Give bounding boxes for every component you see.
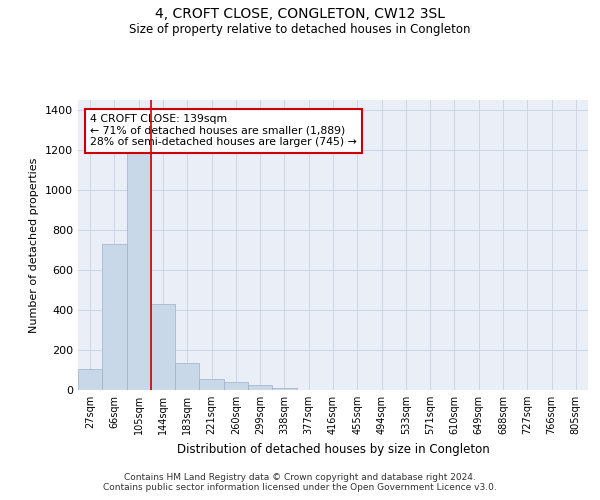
Text: 4 CROFT CLOSE: 139sqm
← 71% of detached houses are smaller (1,889)
28% of semi-d: 4 CROFT CLOSE: 139sqm ← 71% of detached … <box>90 114 357 147</box>
Text: Size of property relative to detached houses in Congleton: Size of property relative to detached ho… <box>129 22 471 36</box>
Bar <box>127 136 151 390</box>
Bar <box>78 368 102 390</box>
Bar <box>224 382 248 390</box>
Text: Distribution of detached houses by size in Congleton: Distribution of detached houses by size … <box>176 442 490 456</box>
Bar <box>102 244 127 390</box>
Bar <box>248 385 272 390</box>
Bar <box>151 304 175 390</box>
Bar <box>272 388 296 390</box>
Text: Contains HM Land Registry data © Crown copyright and database right 2024.
Contai: Contains HM Land Registry data © Crown c… <box>103 473 497 492</box>
Bar <box>199 379 224 390</box>
Y-axis label: Number of detached properties: Number of detached properties <box>29 158 40 332</box>
Text: 4, CROFT CLOSE, CONGLETON, CW12 3SL: 4, CROFT CLOSE, CONGLETON, CW12 3SL <box>155 8 445 22</box>
Bar <box>175 363 199 390</box>
